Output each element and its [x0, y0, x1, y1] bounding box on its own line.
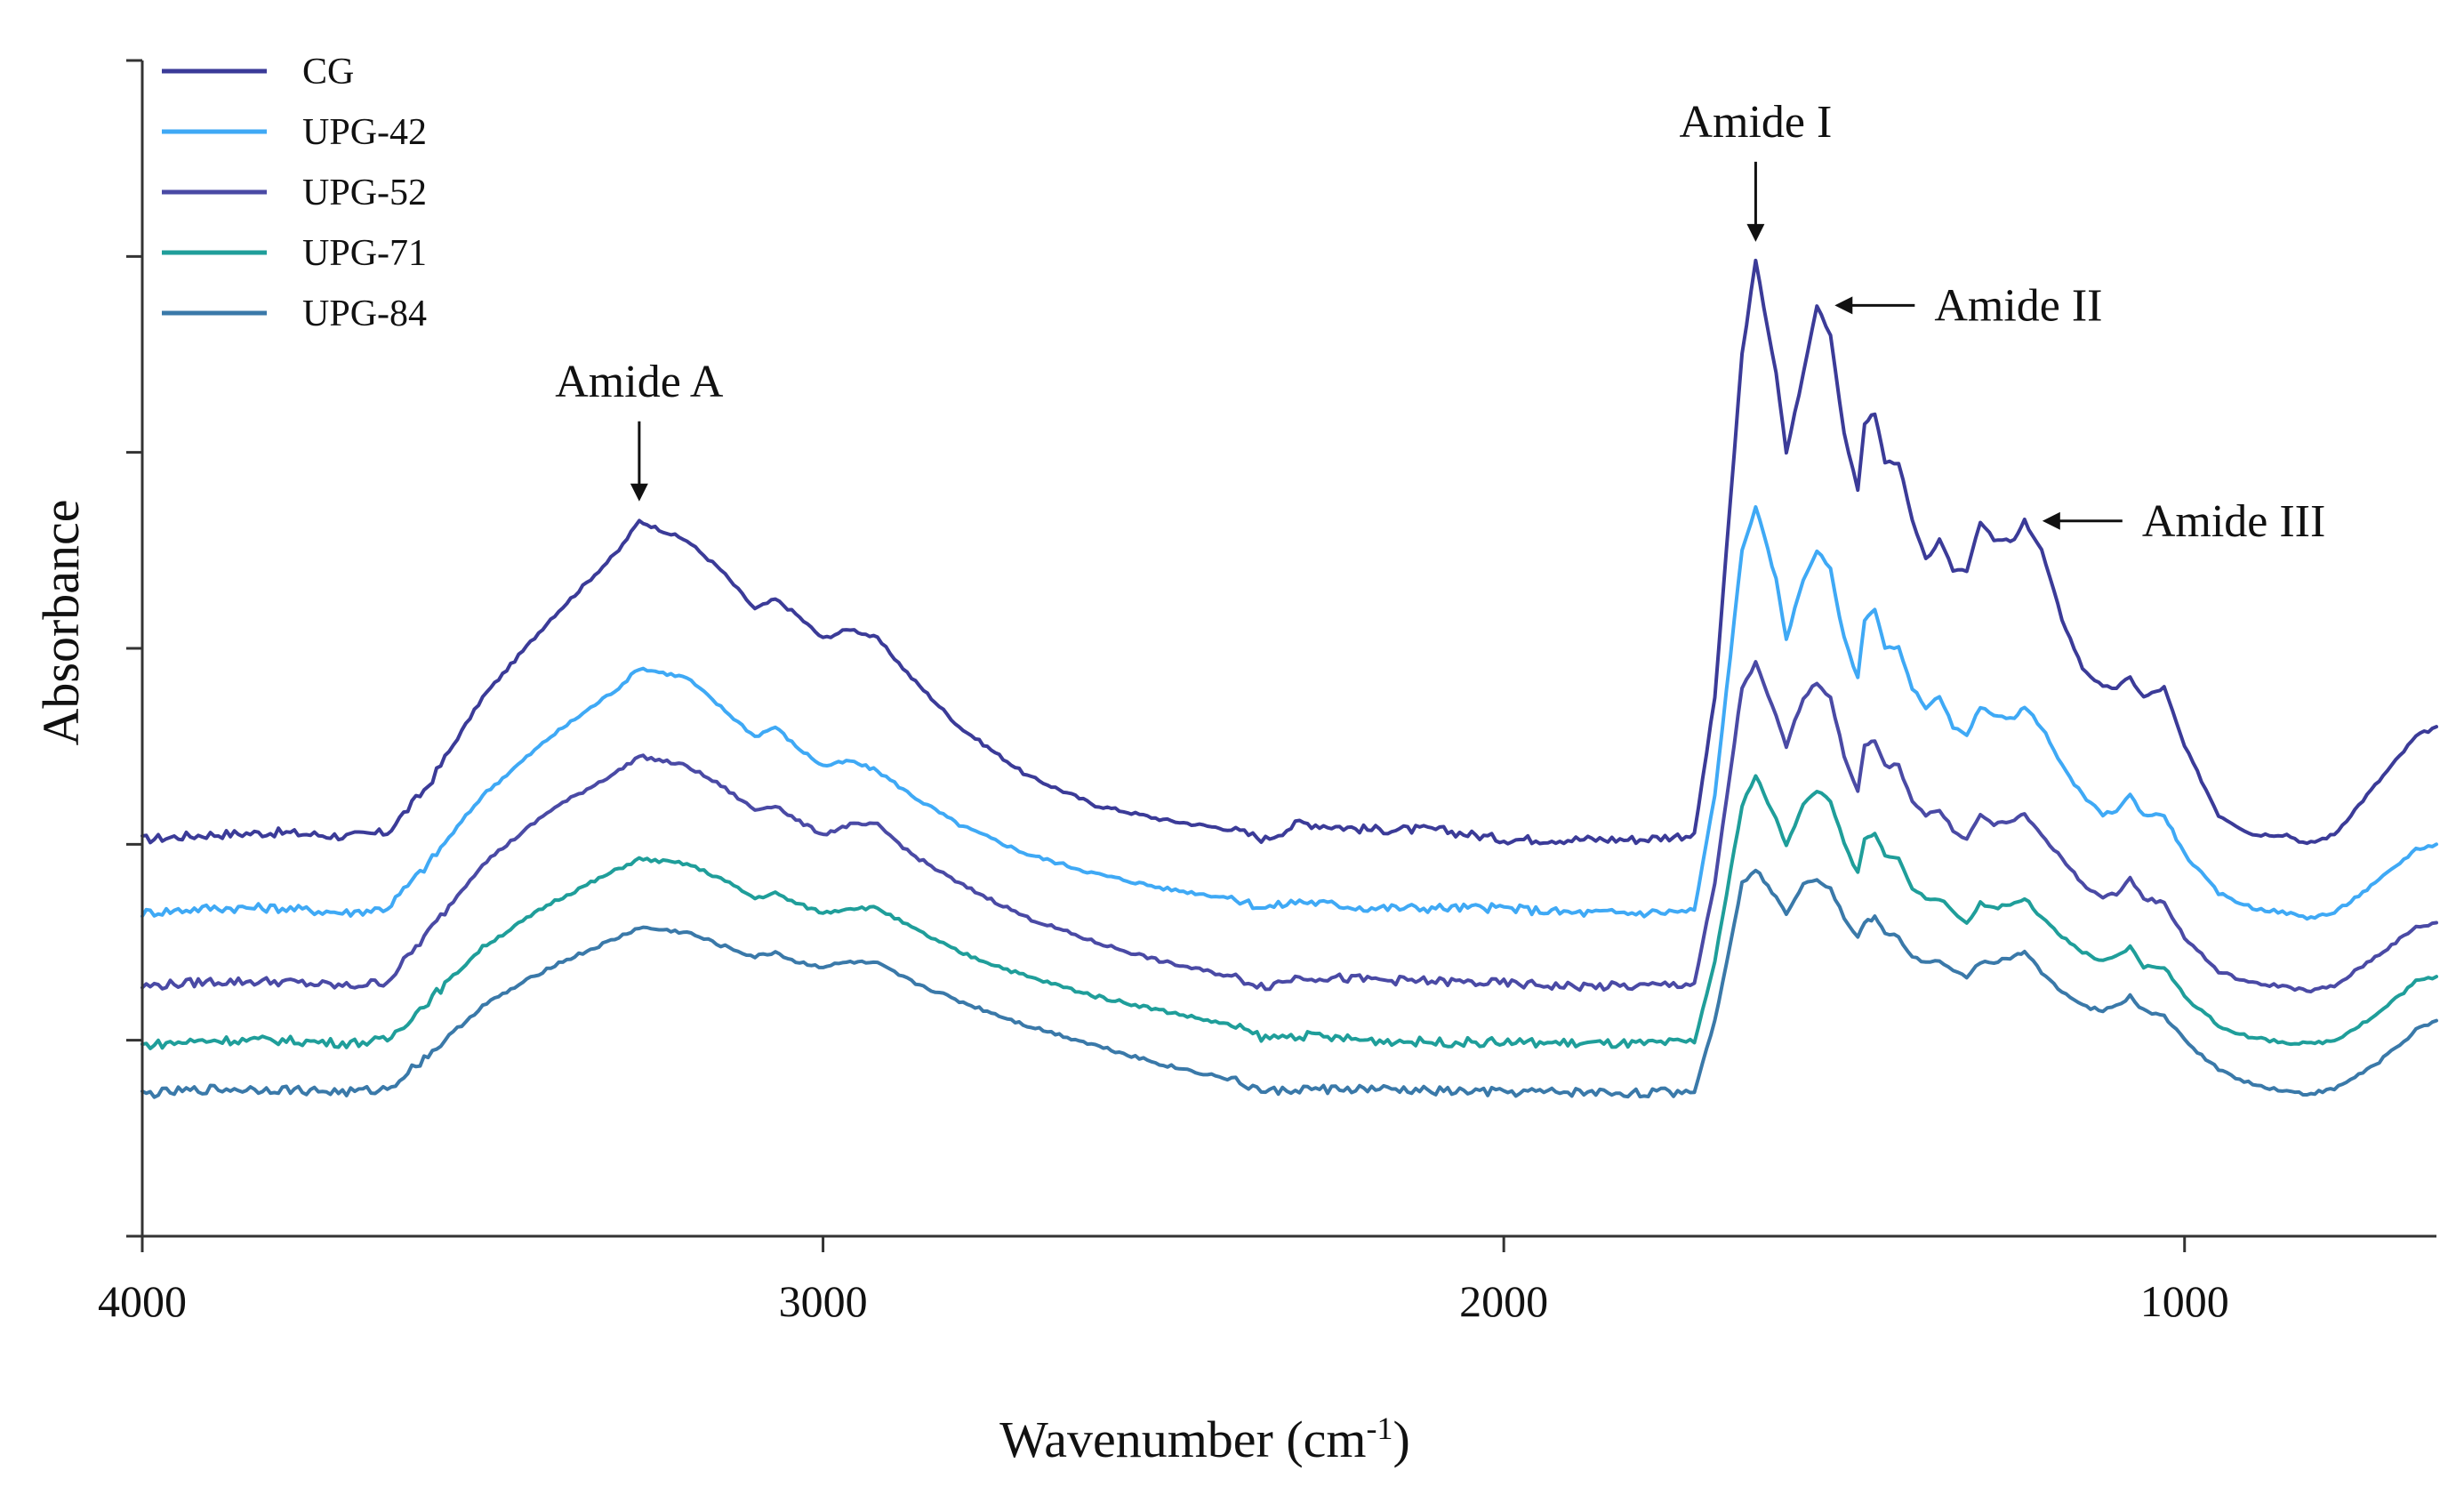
x-tick-label: 2000	[1459, 1276, 1548, 1326]
annotation-amide-iii: Amide III	[2042, 496, 2325, 547]
legend: CG UPG-42 UPG-52 UPG-71 UPG-84	[162, 52, 427, 334]
x-tick-label: 3000	[779, 1276, 868, 1326]
annotation-label: Amide III	[2142, 496, 2325, 547]
annotations: Amide A Amide I Amide II Amide III	[555, 97, 2325, 547]
series-line-upg-84	[140, 868, 2438, 1099]
y-axis-ticks	[126, 59, 142, 1238]
legend-label-upg-71: UPG-71	[302, 233, 427, 274]
legend-label-upg-42: UPG-42	[302, 112, 427, 153]
series-line-upg-71	[140, 774, 2438, 1050]
annotation-arrow-head	[1834, 296, 1853, 315]
x-axis-title: Wavenumber (cm-1)	[999, 1411, 1410, 1468]
x-axis-title-main: Wavenumber (cm	[999, 1411, 1366, 1468]
annotation-label: Amide II	[1934, 280, 2102, 331]
annotation-amide-ii: Amide II	[1834, 280, 2102, 331]
annotation-label: Amide I	[1679, 97, 1832, 148]
legend-label-upg-52: UPG-52	[302, 173, 427, 213]
x-tick-label: 4000	[98, 1276, 187, 1326]
annotation-arrow-head	[1746, 223, 1765, 242]
legend-label-cg: CG	[302, 52, 354, 92]
series-line-upg-52	[140, 660, 2438, 993]
annotation-label: Amide A	[555, 357, 724, 407]
legend-label-upg-84: UPG-84	[302, 293, 427, 334]
x-tick-label: 1000	[2140, 1276, 2229, 1326]
annotation-amide-a: Amide A	[555, 357, 724, 502]
series-line-upg-42	[140, 505, 2438, 921]
series-line-cg	[140, 258, 2438, 846]
annotation-arrow-head	[630, 483, 648, 502]
annotation-amide-i: Amide I	[1679, 97, 1832, 242]
series-lines	[140, 258, 2438, 1099]
x-axis-ticks: 4000 3000 2000 1000	[98, 1236, 2229, 1326]
x-axis-title-superscript: -1	[1367, 1411, 1393, 1446]
y-axis-title: Absorbance	[32, 499, 90, 745]
x-axis-title-close: )	[1393, 1411, 1410, 1468]
annotation-arrow-head	[2042, 511, 2060, 530]
